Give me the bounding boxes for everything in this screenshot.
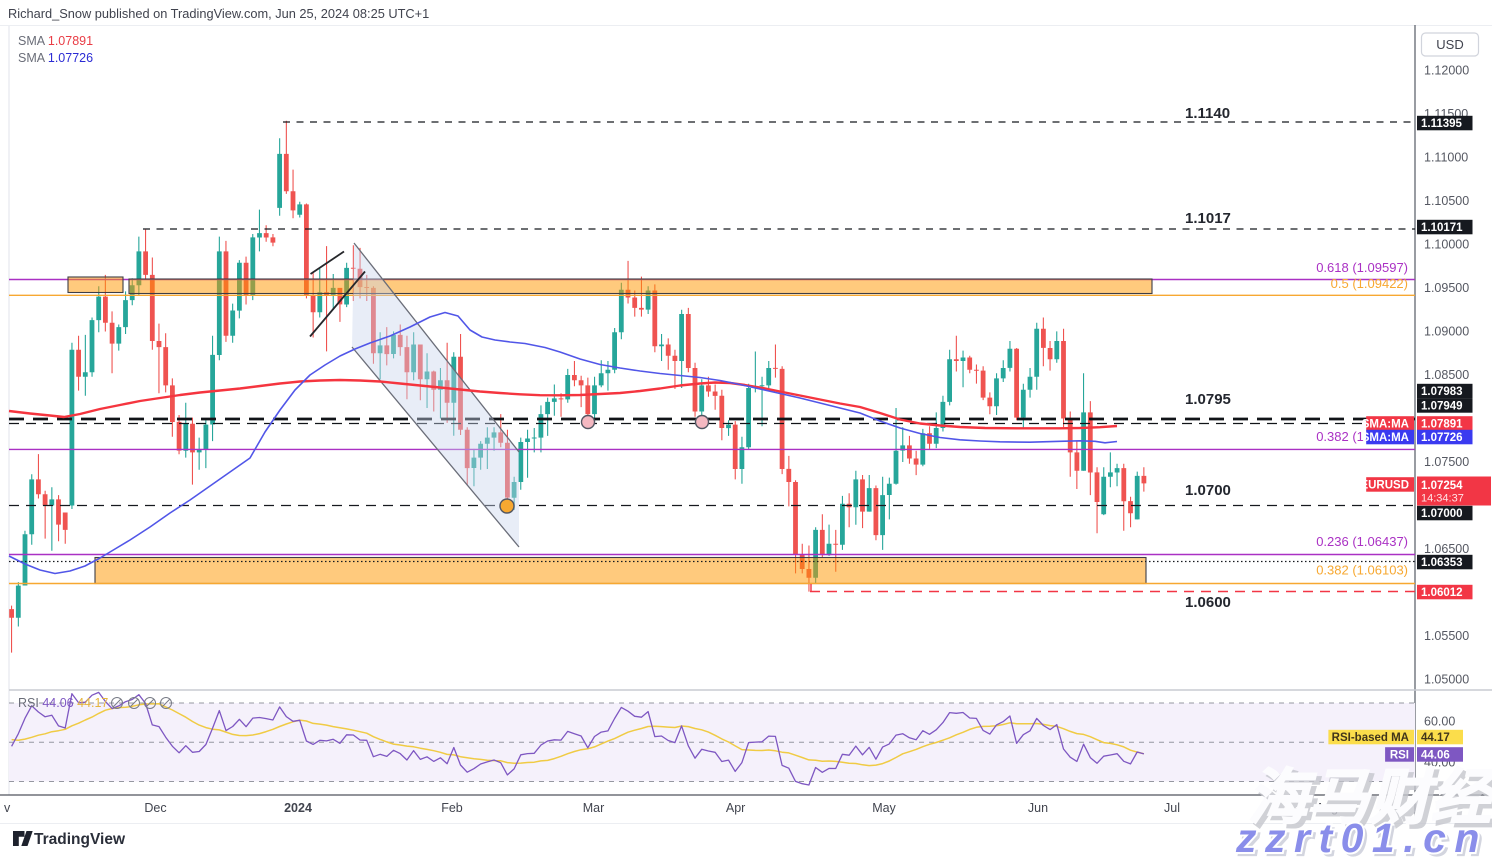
svg-text:1.1140: 1.1140: [1185, 105, 1230, 122]
svg-text:1.10500: 1.10500: [1424, 194, 1469, 208]
svg-text:RSI-based MA: RSI-based MA: [1332, 732, 1409, 744]
svg-text:Richard_Snow published on Trad: Richard_Snow published on TradingView.co…: [8, 6, 429, 21]
svg-text:Mar: Mar: [583, 801, 605, 815]
svg-text:1.07983: 1.07983: [1421, 386, 1463, 398]
svg-text:1.09000: 1.09000: [1424, 325, 1469, 339]
svg-text:USD: USD: [1436, 37, 1463, 52]
svg-text:1.11395: 1.11395: [1421, 118, 1463, 130]
svg-text:1.10171: 1.10171: [1421, 222, 1463, 234]
svg-text:Jul: Jul: [1164, 801, 1180, 815]
svg-text:1.07500: 1.07500: [1424, 455, 1469, 469]
svg-text:1.11000: 1.11000: [1424, 151, 1468, 165]
svg-text:1.0795: 1.0795: [1185, 391, 1231, 408]
svg-text:44.06: 44.06: [1421, 750, 1450, 762]
svg-text:SMA:MA: SMA:MA: [1362, 432, 1409, 444]
svg-text:May: May: [872, 801, 896, 815]
svg-text:1.06353: 1.06353: [1421, 557, 1463, 569]
svg-text:1.07891: 1.07891: [1421, 419, 1463, 431]
svg-text:RSI 44.06 44.17: RSI 44.06 44.17: [18, 696, 108, 710]
svg-text:Apr: Apr: [726, 801, 745, 815]
svg-text:Jun: Jun: [1028, 801, 1048, 815]
svg-text:1.06500: 1.06500: [1424, 542, 1469, 556]
svg-text:TradingView: TradingView: [34, 831, 126, 848]
svg-text:1.0600: 1.0600: [1185, 594, 1231, 611]
svg-text:14:34:37: 14:34:37: [1421, 493, 1464, 505]
svg-text:zzrt01.cn: zzrt01.cn: [1235, 815, 1488, 857]
svg-text:SMA 1.07726: SMA 1.07726: [18, 51, 93, 65]
svg-text:0.618 (1.09597): 0.618 (1.09597): [1316, 260, 1408, 275]
svg-text:0.5 (1.09422): 0.5 (1.09422): [1331, 276, 1408, 291]
svg-text:SMA:MA: SMA:MA: [1362, 419, 1409, 431]
svg-text:0.382 (1.06103): 0.382 (1.06103): [1316, 563, 1408, 578]
svg-text:1.07949: 1.07949: [1421, 401, 1463, 413]
svg-text:zzrt01.cn: zzrt01.cn: [1235, 815, 1488, 857]
svg-text:EURUSD: EURUSD: [1360, 480, 1409, 492]
svg-text:1.10000: 1.10000: [1424, 238, 1469, 252]
svg-text:1.06012: 1.06012: [1421, 587, 1463, 599]
svg-text:0.236 (1.06437): 0.236 (1.06437): [1316, 534, 1408, 549]
svg-text:1.1017: 1.1017: [1185, 210, 1231, 227]
svg-text:Aug: Aug: [1316, 801, 1338, 815]
svg-text:1.07726: 1.07726: [1421, 432, 1463, 444]
svg-text:1.07000: 1.07000: [1421, 508, 1463, 520]
svg-text:海马财经: 海马财经: [1252, 768, 1492, 835]
svg-text:1.0700: 1.0700: [1185, 482, 1231, 499]
svg-text:Feb: Feb: [441, 801, 463, 815]
svg-text:海马财经: 海马财经: [1248, 764, 1492, 831]
svg-text:SMA 1.07891: SMA 1.07891: [18, 34, 93, 48]
svg-text:60.00: 60.00: [1424, 715, 1455, 729]
svg-text:2024: 2024: [284, 801, 312, 815]
svg-text:1.07254: 1.07254: [1421, 480, 1463, 492]
svg-text:1.05500: 1.05500: [1424, 629, 1469, 643]
svg-text:1.05000: 1.05000: [1424, 673, 1469, 687]
svg-text:1.12000: 1.12000: [1424, 64, 1469, 78]
svg-text:v: v: [4, 801, 11, 815]
svg-text:Dec: Dec: [144, 801, 166, 815]
svg-text:1.08500: 1.08500: [1424, 368, 1469, 382]
svg-text:RSI: RSI: [1390, 750, 1409, 762]
svg-text:zzrt01.cn: zzrt01.cn: [1238, 818, 1491, 857]
svg-text:44.17: 44.17: [1421, 732, 1450, 744]
svg-text:1.09500: 1.09500: [1424, 281, 1469, 295]
